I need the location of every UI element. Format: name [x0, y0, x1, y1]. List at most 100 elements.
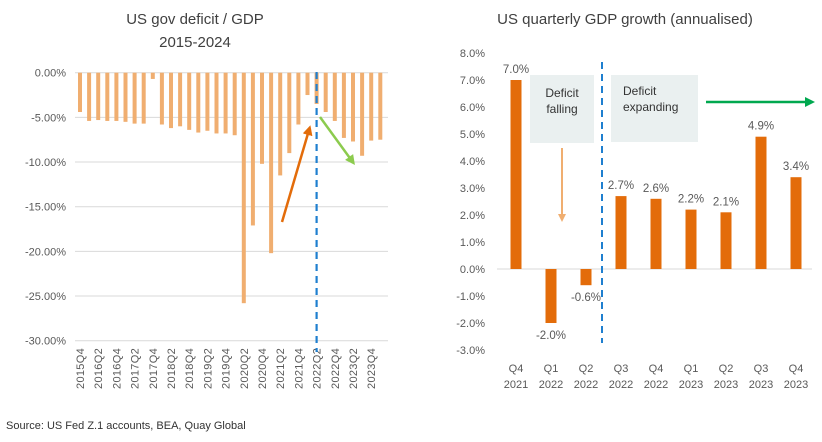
data-label: 4.9% — [748, 121, 774, 133]
y-tick-label: -10.00% — [25, 157, 66, 169]
y-tick-label: 4.0% — [460, 156, 485, 168]
x-tick-year: 2021 — [504, 379, 528, 391]
deficit-bar-2019Q4 — [223, 72, 228, 134]
x-tick-quarter: Q4 — [789, 363, 804, 375]
x-tick-quarter: Q4 — [649, 363, 664, 375]
gdp-bar-Q4-2023 — [790, 177, 802, 269]
x-tick-year: 2023 — [784, 379, 808, 391]
deficit-expanding-arrow — [318, 116, 355, 166]
data-label: -0.6% — [571, 292, 601, 304]
x-tick-quarter: Q2 — [579, 363, 594, 375]
x-tick-year: 2022 — [574, 379, 598, 391]
deficit-bar-2023Q2 — [351, 72, 355, 142]
right-chart-title: US quarterly GDP growth (annualised) — [497, 11, 753, 28]
data-label: 7.0% — [503, 64, 529, 76]
x-tick-quarter: Q3 — [614, 363, 629, 375]
deficit-bar-2018Q4 — [187, 72, 192, 130]
x-tick-label: 2019Q4 — [221, 348, 233, 389]
y-tick-label: 2.0% — [460, 210, 485, 222]
deficit-bar-2017Q3 — [141, 72, 146, 124]
deficit-bar-2016Q4 — [114, 72, 119, 121]
gdp-bar-Q3-2023 — [755, 136, 767, 269]
y-tick-label: 6.0% — [460, 102, 485, 114]
x-tick-label: 2020Q2 — [239, 348, 251, 389]
y-tick-label: -3.0% — [456, 345, 485, 357]
deficit-bar-2016Q3 — [105, 72, 110, 121]
x-tick-quarter: Q4 — [509, 363, 524, 375]
deficit-falling-label-line2: falling — [546, 102, 577, 116]
y-tick-label: -30.00% — [25, 336, 66, 348]
gdp-bar-Q2-2022 — [580, 269, 592, 286]
deficit-bar-2022Q4 — [332, 72, 337, 121]
y-tick-label: 1.0% — [460, 237, 485, 249]
deficit-bar-2023Q3 — [360, 72, 365, 156]
x-tick-quarter: Q1 — [544, 363, 559, 375]
gdp-bar-Q1-2023 — [685, 209, 697, 269]
deficit-bar-2021Q2 — [278, 72, 283, 176]
x-tick-label: 2021Q4 — [293, 348, 305, 389]
x-tick-label: 2017Q2 — [130, 348, 142, 389]
x-tick-year: 2023 — [679, 379, 703, 391]
x-tick-label: 2023Q4 — [366, 348, 378, 389]
data-label: 2.1% — [713, 196, 739, 208]
y-tick-label: 3.0% — [460, 183, 485, 195]
deficit-bar-2022Q3 — [323, 72, 328, 113]
data-label: -2.0% — [536, 330, 566, 342]
deficit-expanding-label-line2: expanding — [623, 100, 678, 114]
y-tick-label: -25.00% — [25, 291, 66, 303]
x-tick-label: 2016Q4 — [111, 348, 123, 389]
deficit-bar-2019Q1 — [196, 72, 201, 133]
y-tick-label: -1.0% — [456, 291, 485, 303]
data-label: 3.4% — [783, 161, 809, 173]
data-label: 2.6% — [643, 183, 669, 195]
x-tick-label: 2018Q2 — [166, 348, 178, 389]
x-tick-quarter: Q3 — [754, 363, 769, 375]
x-tick-label: 2015Q4 — [75, 348, 87, 389]
deficit-bar-2019Q2 — [205, 72, 210, 131]
left-chart-subtitle: 2015-2024 — [159, 34, 231, 51]
x-tick-label: 2022Q4 — [330, 348, 342, 389]
deficit-bar-2018Q3 — [178, 72, 183, 127]
source-note: Source: US Fed Z.1 accounts, BEA, Quay G… — [6, 420, 246, 432]
left-chart-title: US gov deficit / GDP — [126, 11, 264, 28]
gdp-bar-Q4-2022 — [650, 198, 662, 269]
x-tick-quarter: Q2 — [719, 363, 734, 375]
deficit-bar-2020Q1 — [232, 72, 237, 136]
deficit-bar-2021Q1 — [269, 72, 274, 254]
y-tick-label: -20.00% — [25, 246, 66, 258]
deficit-bar-2024Q1 — [378, 72, 383, 140]
y-tick-label: -2.0% — [456, 318, 485, 330]
x-tick-year: 2023 — [714, 379, 738, 391]
deficit-expanding-label-line1: Deficit — [623, 84, 657, 98]
y-tick-label: 0.00% — [35, 68, 66, 80]
x-tick-year: 2022 — [644, 379, 668, 391]
x-tick-label: 2021Q2 — [275, 348, 287, 389]
deficit-bar-2017Q4 — [150, 72, 155, 79]
deficit-bar-2022Q1 — [305, 72, 310, 96]
gdp-bar-Q3-2022 — [615, 196, 627, 269]
y-tick-label: 5.0% — [460, 129, 485, 141]
deficit-bar-2021Q4 — [296, 72, 301, 125]
x-tick-label: 2022Q2 — [312, 348, 324, 389]
deficit-falling-box — [530, 75, 594, 143]
deficit-bar-2016Q2 — [96, 72, 101, 121]
gdp-bar-Q1-2022 — [545, 269, 557, 323]
deficit-falling-arrow — [280, 125, 313, 223]
x-tick-label: 2017Q4 — [148, 348, 160, 389]
deficit-bar-2016Q1 — [87, 72, 92, 121]
deficit-bar-2023Q4 — [369, 72, 374, 141]
deficit-bar-2018Q2 — [169, 72, 173, 129]
x-tick-label: 2023Q2 — [348, 348, 360, 389]
deficit-bar-2015Q4 — [78, 72, 82, 113]
deficit-bar-2019Q3 — [214, 72, 219, 134]
deficit-bar-2023Q1 — [341, 72, 346, 138]
deficit-expanding-box — [611, 75, 698, 142]
x-tick-quarter: Q1 — [684, 363, 699, 375]
data-label: 2.7% — [608, 180, 634, 192]
x-tick-label: 2018Q4 — [184, 348, 196, 389]
gdp-bar-Q4-2021 — [510, 80, 522, 269]
y-tick-label: -15.00% — [25, 202, 66, 214]
x-tick-label: 2020Q4 — [257, 348, 269, 389]
